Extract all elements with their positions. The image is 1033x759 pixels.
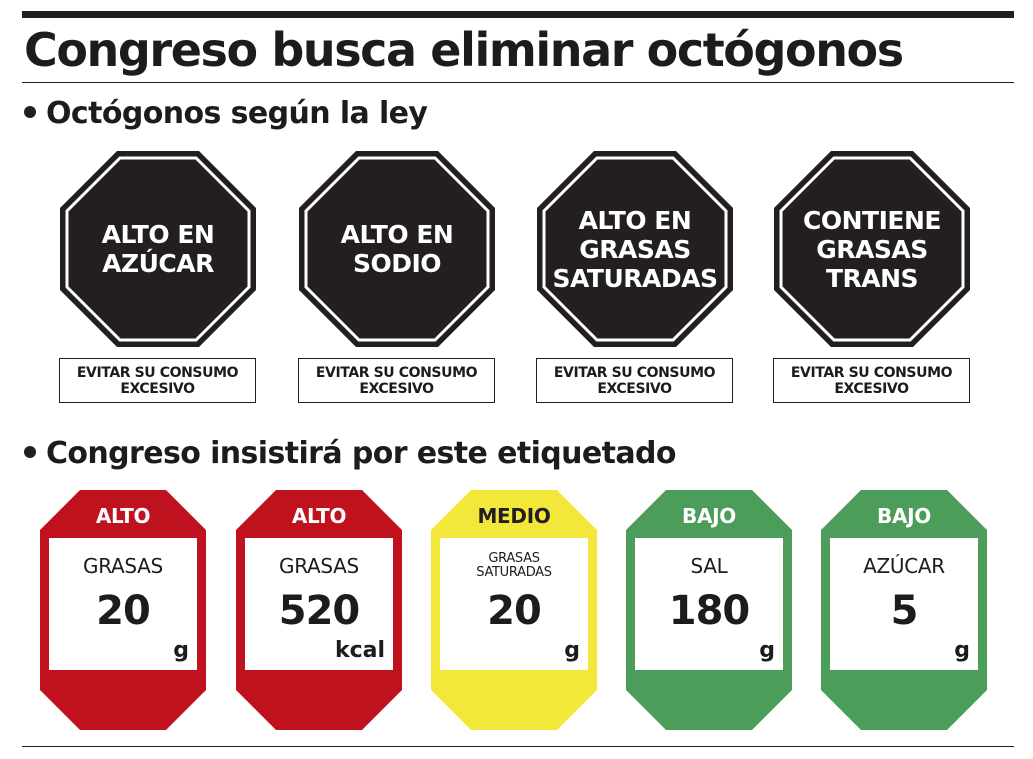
- text-line: EVITAR SU CONSUMO: [315, 364, 478, 381]
- octagon-shape: [537, 151, 733, 347]
- octagon-text: CONTIENE GRASAS TRANS: [774, 151, 970, 347]
- text-line: SAL: [690, 554, 728, 578]
- text-line: EVITAR SU CONSUMO: [553, 364, 716, 381]
- text-line: GRASAS: [816, 234, 928, 264]
- text-line: AZÚCAR: [102, 249, 214, 278]
- section-heading-law-text: Octógonos según la ley: [46, 96, 428, 131]
- nutrition-label: MEDIO GRASAS SATURADAS 20 g: [431, 490, 597, 730]
- text-line: SODIO: [352, 249, 442, 278]
- level-label: ALTO: [95, 504, 151, 528]
- warning-octagon: ALTO EN GRASAS SATURADAS: [537, 151, 733, 347]
- text-line: EXCESIVO: [834, 380, 909, 397]
- label-panel: GRASAS SATURADAS 20 g: [440, 538, 588, 670]
- text-line: ALTO EN: [578, 205, 692, 235]
- text-line: SATURADAS: [476, 565, 552, 580]
- level-label: BAJO: [877, 504, 931, 528]
- octagon-text: ALTO EN AZÚCAR: [60, 151, 256, 347]
- warning-octagon: ALTO EN AZÚCAR: [60, 151, 256, 347]
- nutrient-value: 20: [96, 588, 151, 634]
- section-heading-law: Octógonos según la ley: [24, 96, 428, 132]
- warning-octagon: ALTO EN SODIO: [299, 151, 495, 347]
- octagon-text-lines: ALTO EN GRASAS SATURADAS: [553, 206, 718, 293]
- label-panel: AZÚCAR 5 g: [830, 538, 978, 670]
- consumption-warning-text: EVITAR SU CONSUMO EXCESIVO: [553, 364, 716, 397]
- label-panel: SAL 180 g: [635, 538, 783, 670]
- section-heading-congress: Congreso insistirá por este etiquetado: [24, 436, 677, 472]
- nutrition-label: BAJO SAL 180 g: [626, 490, 792, 730]
- nutrition-label: BAJO AZÚCAR 5 g: [821, 490, 987, 730]
- text-line: GRASAS: [579, 234, 691, 264]
- title-rule: [22, 82, 1014, 83]
- consumption-warning-text: EVITAR SU CONSUMO EXCESIVO: [315, 364, 478, 397]
- nutrient-value: 520: [278, 588, 361, 634]
- text-line: ALTO EN: [340, 220, 454, 249]
- octagon-text: ALTO EN SODIO: [299, 151, 495, 347]
- text-line: GRASAS: [279, 554, 359, 578]
- text-line: AZÚCAR: [863, 554, 945, 578]
- nutrient-name: AZÚCAR: [830, 554, 978, 578]
- consumption-warning-box: EVITAR SU CONSUMO EXCESIVO: [59, 358, 256, 403]
- nutrient-unit: g: [759, 638, 775, 663]
- consumption-warning-text: EVITAR SU CONSUMO EXCESIVO: [790, 364, 953, 397]
- page-title: Congreso busca eliminar octógonos: [24, 23, 904, 77]
- octagon-shape: [299, 151, 495, 347]
- label-panel: GRASAS 20 g: [49, 538, 197, 670]
- text-line: ALTO EN: [101, 220, 215, 249]
- nutrient-name: SAL: [635, 554, 783, 578]
- text-line: GRASAS: [488, 551, 540, 566]
- octagon-text-lines: ALTO EN SODIO: [341, 220, 454, 278]
- octagon-text: ALTO EN GRASAS SATURADAS: [537, 151, 733, 347]
- nutrient-value: 20: [487, 588, 542, 634]
- nutrient-unit: kcal: [334, 638, 385, 663]
- octagon-text-lines: CONTIENE GRASAS TRANS: [803, 206, 941, 293]
- nutrient-unit: g: [954, 638, 970, 663]
- text-line: EXCESIVO: [120, 380, 195, 397]
- nutrition-label: ALTO GRASAS 20 g: [40, 490, 206, 730]
- text-line: SATURADAS: [552, 263, 718, 293]
- text-line: TRANS: [825, 263, 919, 293]
- warning-octagon: CONTIENE GRASAS TRANS: [774, 151, 970, 347]
- nutrition-label: ALTO GRASAS 520 kcal: [236, 490, 402, 730]
- nutrient-name: GRASAS SATURADAS: [440, 552, 588, 580]
- consumption-warning-box: EVITAR SU CONSUMO EXCESIVO: [298, 358, 495, 403]
- nutrient-unit: g: [564, 638, 580, 663]
- bottom-rule: [22, 746, 1014, 747]
- top-rule: [22, 11, 1014, 18]
- text-line: EVITAR SU CONSUMO: [790, 364, 953, 381]
- level-label: MEDIO: [477, 504, 551, 528]
- octagon-text-lines: ALTO EN AZÚCAR: [102, 220, 215, 278]
- level-label: ALTO: [291, 504, 347, 528]
- level-label: BAJO: [682, 504, 736, 528]
- text-line: CONTIENE: [803, 205, 941, 235]
- text-line: GRASAS: [83, 554, 163, 578]
- octagon-shape: [60, 151, 256, 347]
- bullet-icon: [24, 106, 36, 118]
- nutrient-unit: g: [173, 638, 189, 663]
- consumption-warning-box: EVITAR SU CONSUMO EXCESIVO: [773, 358, 970, 403]
- nutrient-name: GRASAS: [49, 554, 197, 578]
- nutrient-value: 5: [890, 588, 919, 634]
- octagon-shape: [774, 151, 970, 347]
- text-line: EXCESIVO: [359, 380, 434, 397]
- section-heading-congress-text: Congreso insistirá por este etiquetado: [46, 436, 677, 471]
- label-panel: GRASAS 520 kcal: [245, 538, 393, 670]
- text-line: EXCESIVO: [597, 380, 672, 397]
- consumption-warning-box: EVITAR SU CONSUMO EXCESIVO: [536, 358, 733, 403]
- bullet-icon: [24, 446, 36, 458]
- nutrient-name: GRASAS: [245, 554, 393, 578]
- text-line: EVITAR SU CONSUMO: [76, 364, 239, 381]
- consumption-warning-text: EVITAR SU CONSUMO EXCESIVO: [76, 364, 239, 397]
- nutrient-value: 180: [668, 588, 751, 634]
